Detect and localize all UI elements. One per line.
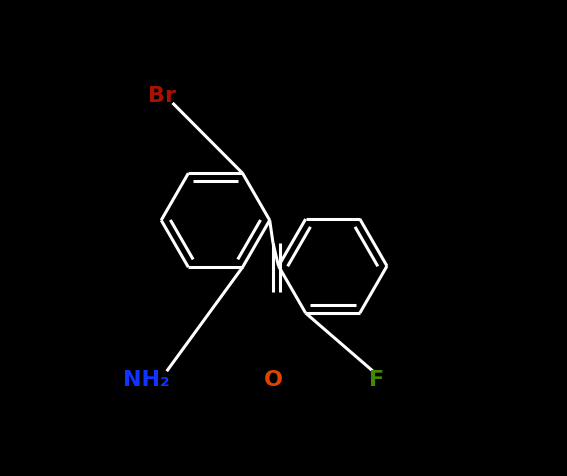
Text: NH₂: NH₂ [123,370,170,390]
Text: O: O [264,370,282,390]
Text: Br: Br [147,86,176,106]
Text: F: F [369,370,384,390]
